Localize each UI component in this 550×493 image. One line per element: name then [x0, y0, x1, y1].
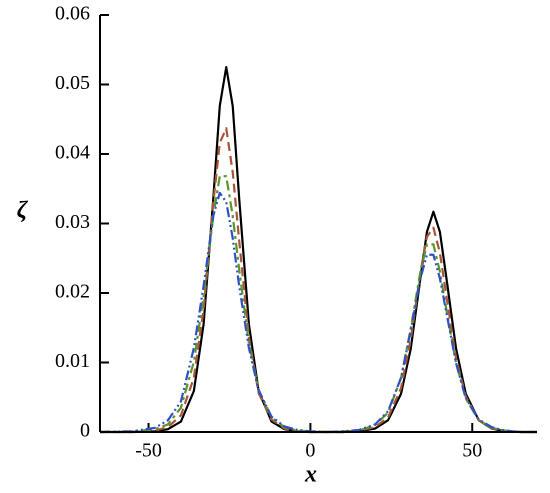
series-line — [99, 191, 537, 434]
y-axis-title: ζ — [17, 198, 29, 224]
y-tick-label: 0 — [80, 420, 90, 442]
y-tick-label: 0.04 — [55, 142, 90, 164]
y-tick-label: 0.02 — [55, 281, 90, 303]
x-tick-label: -50 — [135, 440, 162, 462]
y-tick-label: 0.06 — [55, 3, 90, 25]
series-line — [99, 175, 537, 434]
x-axis-title: x — [304, 462, 317, 488]
y-tick-label: 0.03 — [55, 211, 90, 233]
y-tick-label: 0.01 — [55, 350, 90, 372]
y-tick-label: 0.05 — [55, 72, 90, 94]
x-tick-label: 50 — [462, 440, 482, 462]
series-line — [100, 127, 537, 434]
series-line — [100, 66, 537, 434]
x-tick-label: 0 — [305, 440, 315, 462]
